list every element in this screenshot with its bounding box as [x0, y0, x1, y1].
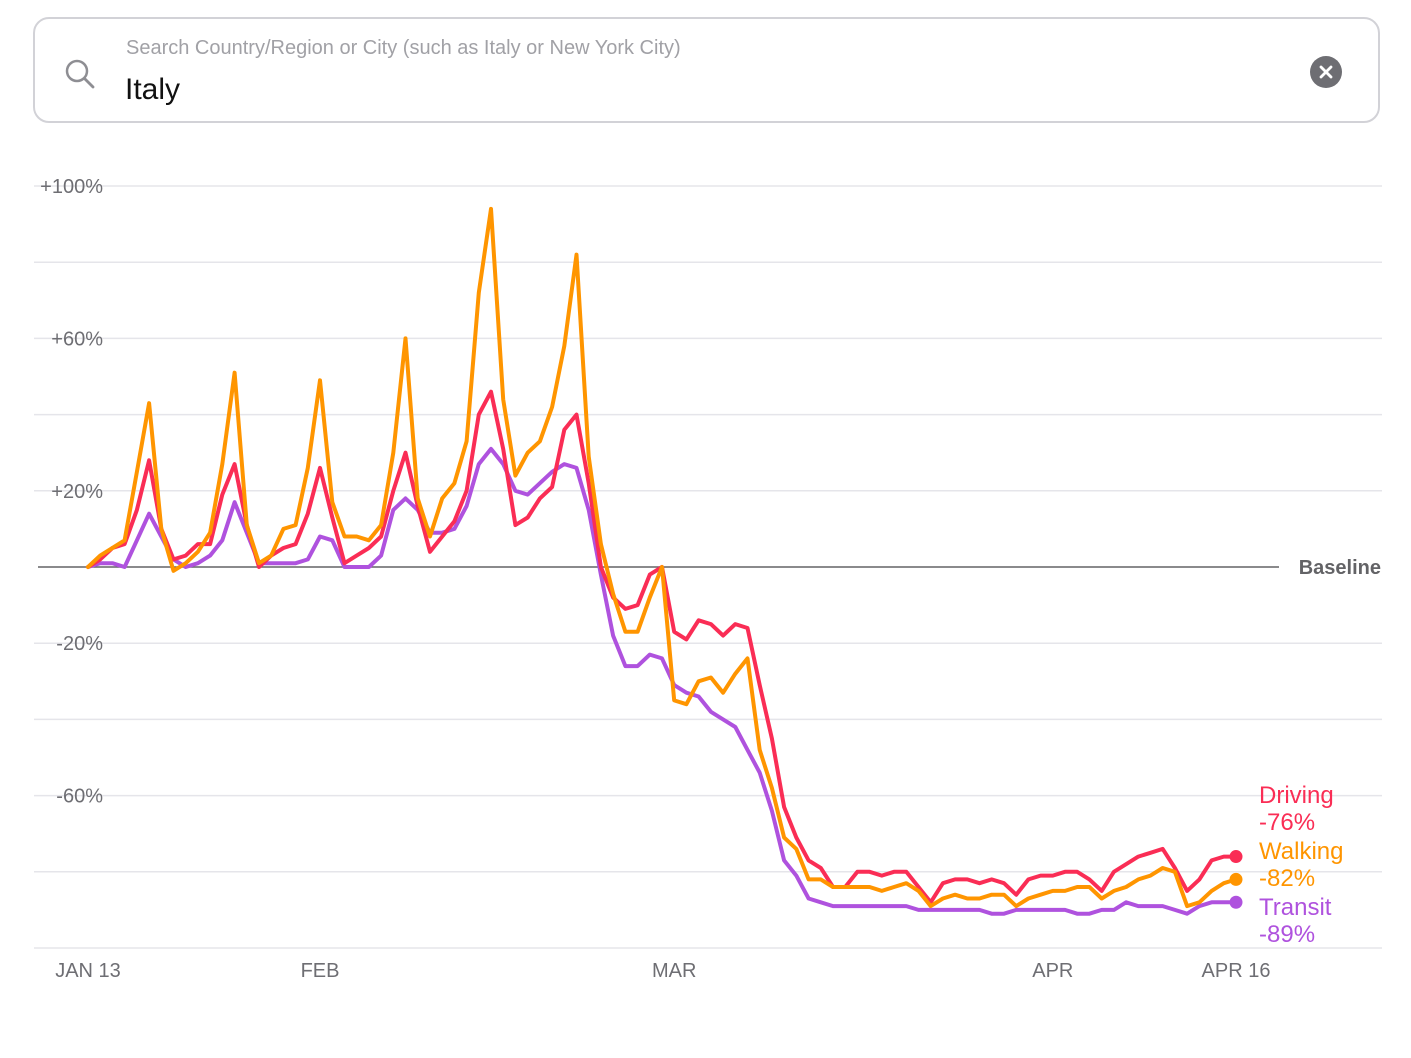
search-input[interactable]: Italy	[125, 73, 181, 106]
mobility-trend-chart: +100% +60% +20% -20% -60% Baseline JAN 13 FEB…	[34, 176, 1382, 982]
legend-name-driving: Driving	[1259, 782, 1334, 809]
legend-value-driving: -76%	[1259, 809, 1315, 836]
series-line-transit	[86, 446, 1238, 916]
x-tick-label: APR	[1032, 960, 1073, 982]
series-line-driving	[86, 389, 1238, 905]
series-end-point-walking	[1229, 872, 1243, 886]
x-tick-label: FEB	[301, 960, 340, 982]
legend-name-transit: Transit	[1259, 894, 1332, 921]
y-tick-label: +60%	[51, 328, 103, 350]
series-line-walking	[86, 206, 1238, 909]
series-end-point-driving	[1229, 850, 1243, 864]
y-tick-label: -20%	[56, 633, 103, 655]
search-bar[interactable]: Search Country/Region or City (such as I…	[33, 17, 1380, 123]
baseline: Baseline	[38, 557, 1381, 579]
y-tick-label: -60%	[56, 786, 103, 808]
legend-name-walking: Walking	[1259, 838, 1343, 865]
x-axis-labels: JAN 13 FEB MAR APR APR 16	[55, 960, 1270, 982]
baseline-label: Baseline	[1299, 557, 1381, 579]
y-axis-labels: +100% +60% +20% -20% -60%	[40, 176, 103, 808]
series-lines	[86, 206, 1243, 916]
y-tick-label: +20%	[51, 481, 103, 503]
legend: Driving-76%Walking-82%Transit-89%	[1259, 782, 1343, 948]
search-placeholder: Search Country/Region or City (such as I…	[126, 37, 681, 59]
close-circle-icon[interactable]	[1310, 56, 1342, 88]
legend-value-walking: -82%	[1259, 865, 1315, 892]
series-end-point-transit	[1229, 895, 1243, 909]
y-tick-label: +100%	[40, 176, 103, 198]
x-tick-label: JAN 13	[55, 960, 121, 982]
x-tick-label: MAR	[652, 960, 696, 982]
search-icon	[63, 57, 97, 91]
gridlines	[34, 185, 1382, 949]
x-tick-label: APR 16	[1202, 960, 1271, 982]
legend-value-transit: -89%	[1259, 921, 1315, 948]
